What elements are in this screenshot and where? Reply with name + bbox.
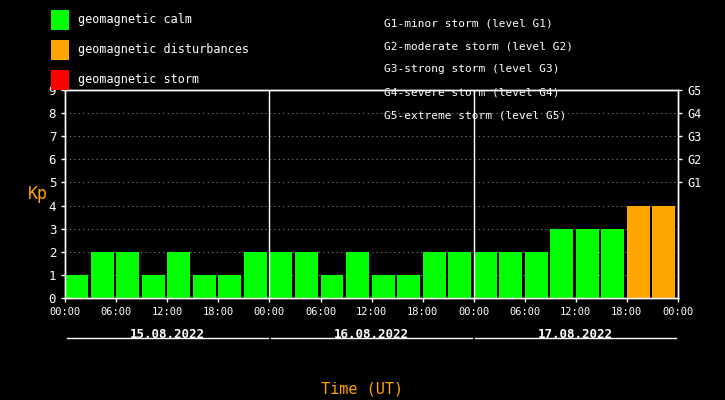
- Y-axis label: Kp: Kp: [28, 185, 48, 203]
- Bar: [652, 206, 675, 298]
- Bar: [167, 252, 191, 298]
- Bar: [65, 275, 88, 298]
- Text: G5-extreme storm (level G5): G5-extreme storm (level G5): [384, 111, 566, 121]
- Bar: [550, 229, 573, 298]
- Bar: [244, 252, 267, 298]
- Text: geomagnetic disturbances: geomagnetic disturbances: [78, 44, 249, 56]
- Bar: [346, 252, 369, 298]
- Bar: [423, 252, 446, 298]
- Bar: [601, 229, 624, 298]
- Bar: [116, 252, 139, 298]
- Text: G3-strong storm (level G3): G3-strong storm (level G3): [384, 64, 560, 74]
- Text: 17.08.2022: 17.08.2022: [538, 328, 613, 341]
- Bar: [473, 252, 497, 298]
- Text: G2-moderate storm (level G2): G2-moderate storm (level G2): [384, 41, 573, 51]
- Bar: [371, 275, 394, 298]
- Bar: [576, 229, 599, 298]
- Text: geomagnetic calm: geomagnetic calm: [78, 14, 191, 26]
- Text: 15.08.2022: 15.08.2022: [130, 328, 205, 341]
- Bar: [142, 275, 165, 298]
- Text: 16.08.2022: 16.08.2022: [334, 328, 409, 341]
- Bar: [397, 275, 420, 298]
- Bar: [448, 252, 471, 298]
- Bar: [627, 206, 650, 298]
- Bar: [270, 252, 292, 298]
- Bar: [295, 252, 318, 298]
- Bar: [193, 275, 216, 298]
- Bar: [91, 252, 114, 298]
- Bar: [500, 252, 522, 298]
- Bar: [320, 275, 344, 298]
- Bar: [525, 252, 547, 298]
- Text: G4-severe storm (level G4): G4-severe storm (level G4): [384, 88, 560, 98]
- Text: G1-minor storm (level G1): G1-minor storm (level G1): [384, 18, 553, 28]
- Bar: [218, 275, 241, 298]
- Text: geomagnetic storm: geomagnetic storm: [78, 74, 199, 86]
- Text: Time (UT): Time (UT): [321, 381, 404, 396]
